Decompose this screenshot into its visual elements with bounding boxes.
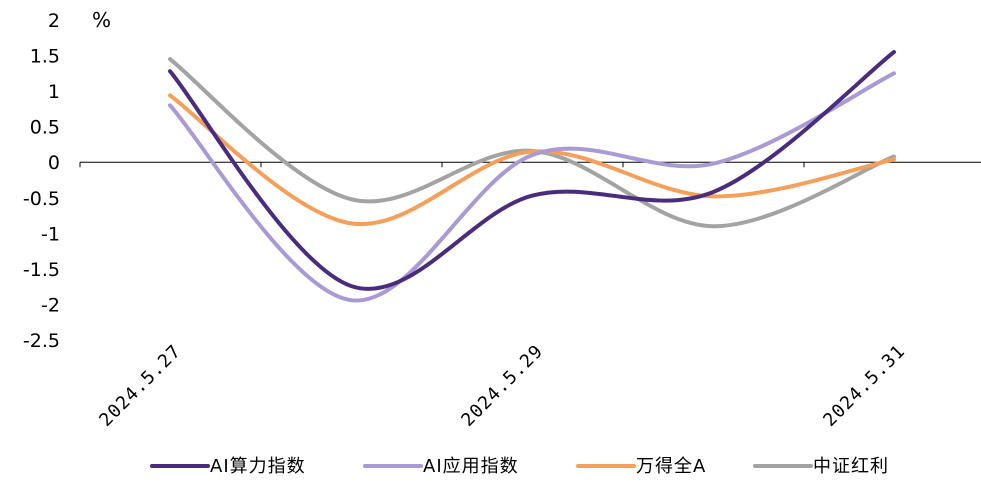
y-tick-label: 2	[48, 10, 60, 32]
x-tick-label: 2024.5.29	[457, 341, 547, 431]
y-tick-label: 1	[48, 81, 60, 103]
y-tick-label: 0	[48, 152, 60, 174]
legend: AI算力指数 AI应用指数 万得全A 中证红利	[150, 456, 889, 477]
series-line-1	[168, 50, 896, 291]
x-tick-label: 2024.5.31	[819, 341, 909, 431]
y-unit-label: %	[92, 8, 111, 32]
y-tick-label: -1	[41, 223, 60, 245]
series-lines	[168, 50, 896, 303]
x-tick-labels: 2024.5.27 2024.5.29 2024.5.31	[95, 341, 909, 431]
legend-label: AI算力指数	[210, 456, 306, 477]
y-axis: 2 1.5 1 0.5 0 -0.5 -1 -1.5 -2 -2.5	[23, 10, 60, 352]
y-tick-label: -2.5	[23, 330, 60, 352]
y-tick-label: -2	[41, 294, 60, 316]
y-tick-label: -0.5	[23, 188, 60, 210]
x-axis	[79, 161, 981, 168]
y-tick-label: 0.5	[30, 117, 60, 139]
legend-label: AI应用指数	[423, 456, 519, 477]
series-line-2	[168, 71, 896, 303]
y-tick-label: 1.5	[30, 46, 60, 68]
series-line-4	[168, 57, 896, 229]
legend-label: 中证红利	[813, 456, 889, 477]
x-tick-label: 2024.5.27	[95, 341, 185, 431]
y-tick-label: -1.5	[23, 259, 60, 281]
series-line-3	[168, 93, 896, 227]
legend-label: 万得全A	[636, 456, 706, 477]
